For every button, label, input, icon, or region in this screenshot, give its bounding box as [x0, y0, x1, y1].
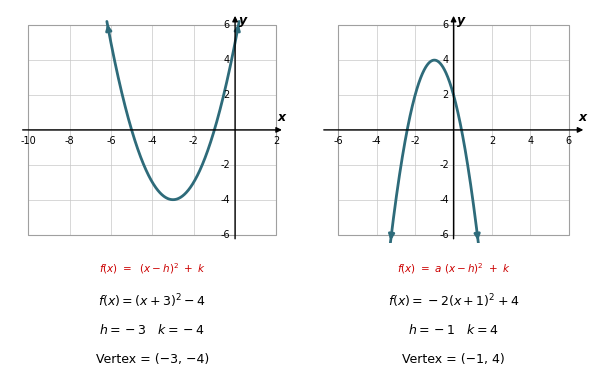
Text: -4: -4	[439, 194, 448, 205]
Text: Vertex = (−3, −4): Vertex = (−3, −4)	[96, 353, 209, 366]
Text: -6: -6	[439, 230, 448, 240]
Text: 4: 4	[224, 55, 230, 65]
Text: y: y	[239, 14, 247, 27]
Text: 6: 6	[565, 136, 572, 146]
Text: 2: 2	[224, 90, 230, 100]
Text: -2: -2	[189, 136, 198, 146]
Text: $\mathit{f(x)}\ =\ \ \mathit{(x-h)^2}\ +\ \mathit{k}$: $\mathit{f(x)}\ =\ \ \mathit{(x-h)^2}\ +…	[99, 262, 206, 277]
Text: Vertex = (−1, 4): Vertex = (−1, 4)	[402, 353, 505, 366]
Text: -10: -10	[20, 136, 36, 146]
Text: $f(x) = (x+3)^2 - 4$: $f(x) = (x+3)^2 - 4$	[99, 292, 206, 310]
Text: -2: -2	[410, 136, 420, 146]
Text: 6: 6	[224, 20, 230, 30]
Text: -6: -6	[333, 136, 343, 146]
Text: 4: 4	[443, 55, 448, 65]
Bar	[339, 25, 569, 235]
Text: -6: -6	[106, 136, 116, 146]
Text: x: x	[579, 111, 587, 124]
Text: -4: -4	[372, 136, 381, 146]
Text: -6: -6	[220, 230, 230, 240]
Text: 2: 2	[273, 136, 280, 146]
Text: -8: -8	[65, 136, 74, 146]
Text: 2: 2	[443, 90, 448, 100]
Text: -4: -4	[220, 194, 230, 205]
Text: -2: -2	[439, 160, 448, 170]
Text: $f(x) = -2(x+1)^2 + 4$: $f(x) = -2(x+1)^2 + 4$	[388, 292, 519, 310]
Text: 6: 6	[443, 20, 448, 30]
Text: $h = -3\ \ \ k = -4$: $h = -3\ \ \ k = -4$	[99, 323, 206, 337]
Text: 2: 2	[489, 136, 495, 146]
Text: -2: -2	[220, 160, 230, 170]
Text: -4: -4	[147, 136, 157, 146]
Text: y: y	[457, 14, 465, 27]
Text: $\mathit{f(x)}\ =\ \mathit{a}\ \mathit{(x-h)^2}\ +\ \mathit{k}$: $\mathit{f(x)}\ =\ \mathit{a}\ \mathit{(…	[397, 262, 510, 277]
Bar	[28, 25, 276, 235]
Text: x: x	[277, 111, 286, 124]
Text: 4: 4	[527, 136, 533, 146]
Text: $h = -1\ \ \ k = 4$: $h = -1\ \ \ k = 4$	[408, 323, 499, 337]
